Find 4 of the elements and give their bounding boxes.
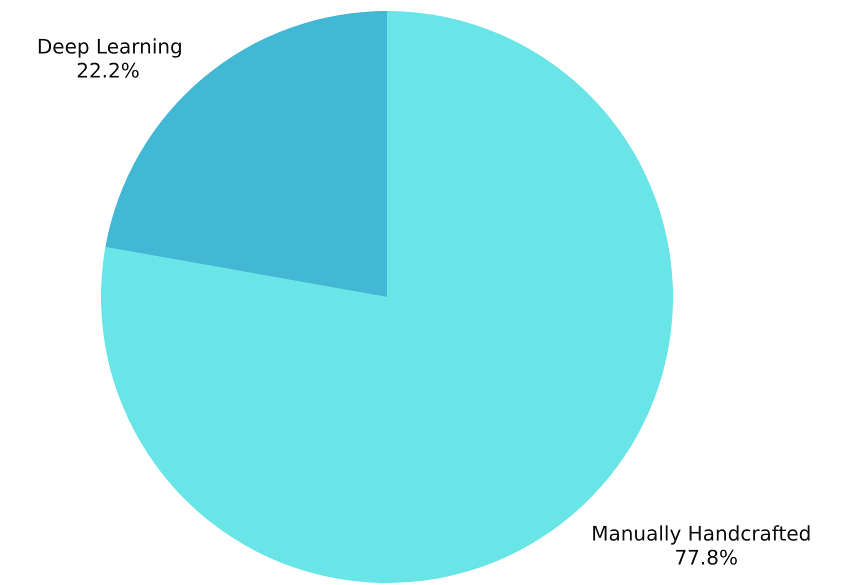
slice-label: Manually Handcrafted (591, 522, 812, 546)
data-label: 22.2% (76, 58, 140, 82)
slice-label: Deep Learning (36, 34, 183, 58)
data-label: 77.8% (674, 546, 738, 570)
